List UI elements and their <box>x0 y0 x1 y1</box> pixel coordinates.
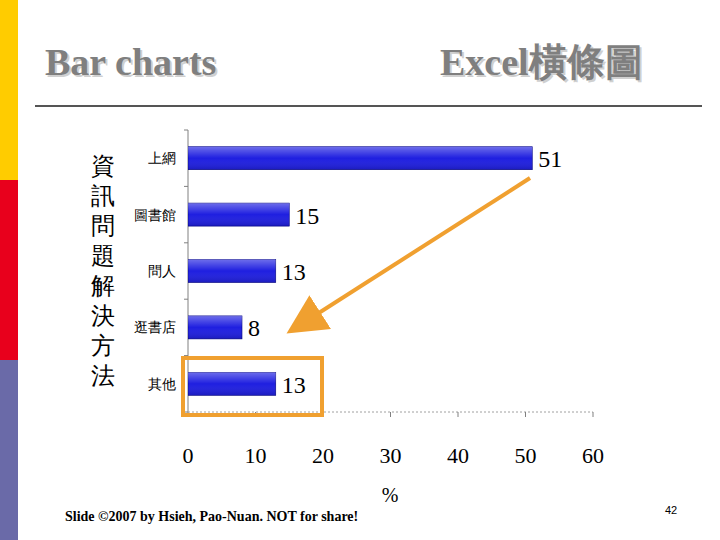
y-axis-title: 資訊問題解決方法 <box>91 153 115 389</box>
category-label: 問人 <box>148 263 176 279</box>
data-label: 13 <box>282 372 306 398</box>
y-axis-title-char: 問 <box>91 213 115 239</box>
x-tick <box>390 412 391 417</box>
bar <box>188 372 276 395</box>
bar-shade <box>188 260 276 283</box>
bar <box>188 316 242 339</box>
strip-blue <box>0 360 18 540</box>
subtitle: Excel橫條圖 <box>440 41 643 83</box>
title: Bar charts <box>45 41 216 83</box>
strip-red <box>0 180 18 360</box>
page-number: 42 <box>665 504 677 516</box>
data-label: 8 <box>248 315 260 341</box>
bar <box>188 203 289 226</box>
x-tick-label: 60 <box>582 443 604 468</box>
footer: Slide ©2007 by Hsieh, Pao-Nuan. NOT for … <box>65 509 358 524</box>
category-label: 圖書館 <box>134 207 176 223</box>
x-tick <box>458 412 459 417</box>
subtitle-group: Excel橫條圖Excel橫條圖 <box>440 41 645 85</box>
bar-shade <box>188 203 289 226</box>
x-tick <box>525 412 526 417</box>
bar-shade <box>188 372 276 395</box>
bar-shade <box>188 147 532 170</box>
y-tick <box>184 299 188 300</box>
x-tick-label: 40 <box>447 443 469 468</box>
data-label: 15 <box>295 203 319 229</box>
bar <box>188 260 276 283</box>
category-label: 上網 <box>148 150 176 166</box>
y-axis-title-char: 解 <box>91 273 115 299</box>
bar-shade <box>188 316 242 339</box>
x-tick-label: 20 <box>312 443 334 468</box>
annotation-arrow <box>300 178 530 325</box>
y-axis-title-char: 題 <box>91 243 115 269</box>
category-label: 其他 <box>148 376 176 392</box>
y-axis-title-char: 法 <box>91 363 115 389</box>
y-axis-title-char: 資 <box>91 153 115 179</box>
x-tick-label: 10 <box>245 443 267 468</box>
x-axis-title: % <box>382 484 399 506</box>
x-tick-label: 50 <box>515 443 537 468</box>
y-tick <box>184 355 188 356</box>
y-axis-title-char: 決 <box>91 303 115 329</box>
x-tick <box>593 412 594 417</box>
bar <box>188 147 532 170</box>
data-label: 13 <box>282 259 306 285</box>
y-tick <box>184 242 188 243</box>
highlight-box <box>183 358 322 415</box>
slide-canvas: Bar chartsBar charts Excel橫條圖Excel橫條圖 0 10 2… <box>0 0 720 540</box>
x-tick-label: 0 <box>183 443 194 468</box>
slide: Bar chartsBar charts Excel橫條圖Excel橫條圖 0 10 2… <box>0 0 720 540</box>
title-rule <box>35 105 702 107</box>
y-axis-title-char: 訊 <box>91 183 115 209</box>
strip-yellow <box>0 0 18 180</box>
category-label: 逛書店 <box>134 319 176 335</box>
x-tick-label: 30 <box>380 443 402 468</box>
y-tick <box>184 186 188 187</box>
title-group: Bar chartsBar charts <box>45 41 218 85</box>
y-tick <box>184 130 188 131</box>
y-axis-title-char: 方 <box>91 333 115 359</box>
data-label: 51 <box>538 146 562 172</box>
